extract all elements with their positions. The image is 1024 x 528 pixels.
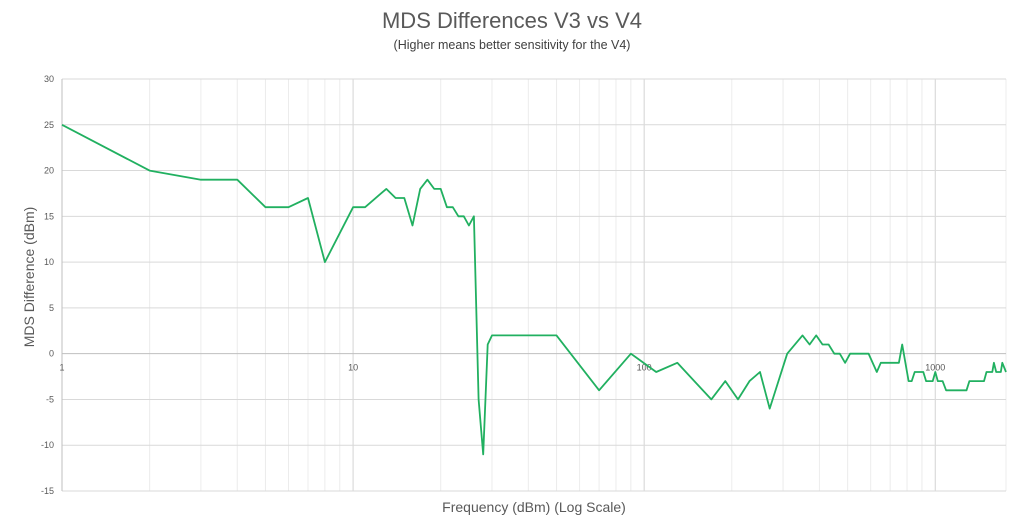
y-tick-label: 20 [44,166,54,176]
y-tick-label: -10 [41,440,54,450]
y-tick-label: 10 [44,257,54,267]
y-tick-label: 30 [44,74,54,84]
y-tick-label: -5 [46,394,54,404]
y-tick-label: 5 [49,303,54,313]
y-tick-label: 25 [44,120,54,130]
x-tick-label: 1000 [925,363,945,373]
x-tick-label: 10 [348,363,358,373]
x-tick-label: 100 [637,363,652,373]
chart-title: MDS Differences V3 vs V4 [381,8,643,33]
x-tick-label: 1 [59,363,64,373]
x-axis-title: Frequency (dBm) (Log Scale) [442,499,626,515]
y-tick-label: 0 [49,349,54,359]
y-tick-label: -15 [41,486,54,496]
y-tick-label: 15 [44,211,54,221]
chart-subtitle: (Higher means better sensitivity for the… [393,38,631,52]
data-series-line [61,124,1007,456]
y-axis-title: MDS Difference (dBm) [21,207,37,348]
